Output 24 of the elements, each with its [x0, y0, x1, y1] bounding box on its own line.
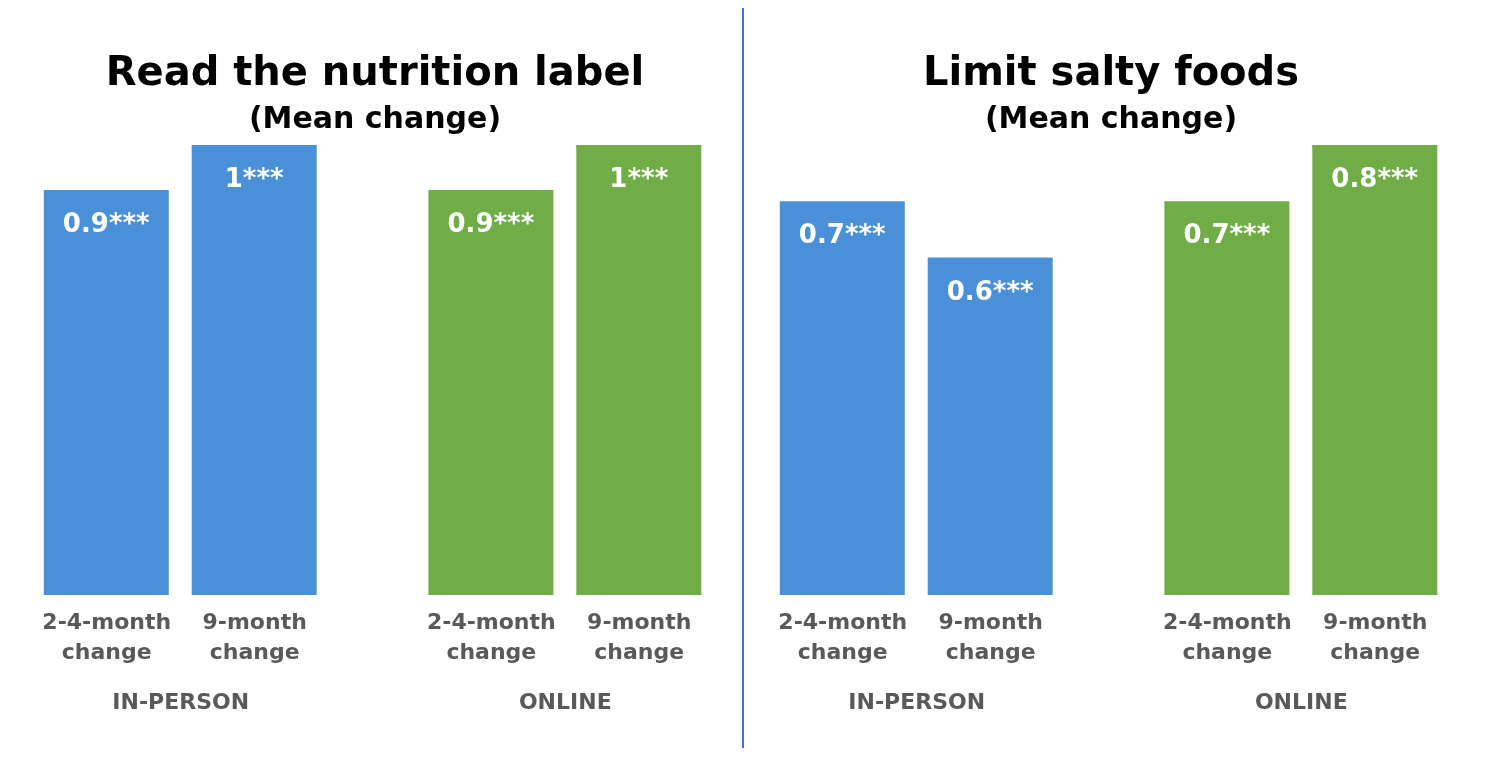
text: IN-PERSON — [112, 688, 250, 714]
x-tick-label: 2-4-month change — [42, 609, 172, 664]
x-tick-label: 9-month change — [938, 609, 1043, 664]
x-tick-label: 9-month change — [587, 609, 692, 664]
chart-title: Read the nutrition label — [104, 48, 646, 94]
data-label: 1*** — [609, 163, 669, 193]
chart-subtitle: (Mean change) — [247, 100, 503, 135]
x-tick-label: 2-4-month change — [1162, 609, 1292, 664]
x-tick-label: 2-4-month change — [778, 609, 908, 664]
text: IN-PERSON — [848, 688, 986, 714]
chart-subtitle: (Mean change) — [983, 100, 1239, 135]
x-tick-label: 2-4-month change — [426, 609, 556, 664]
text: ONLINE — [518, 688, 612, 714]
data-label: 1*** — [224, 163, 285, 193]
data-label: 0.7*** — [1183, 219, 1271, 250]
data-label: 0.6*** — [946, 275, 1035, 306]
chart-title: Limit salty foods — [921, 48, 1301, 94]
data-label: 0.9*** — [62, 208, 151, 238]
text: ONLINE — [1254, 688, 1348, 714]
data-label: 0.9*** — [447, 208, 535, 238]
data-label: 0.8*** — [1331, 163, 1419, 193]
x-tick-label: 9-month change — [202, 609, 307, 664]
data-label: 0.7*** — [798, 219, 887, 250]
x-tick-label: 9-month change — [1323, 609, 1428, 664]
